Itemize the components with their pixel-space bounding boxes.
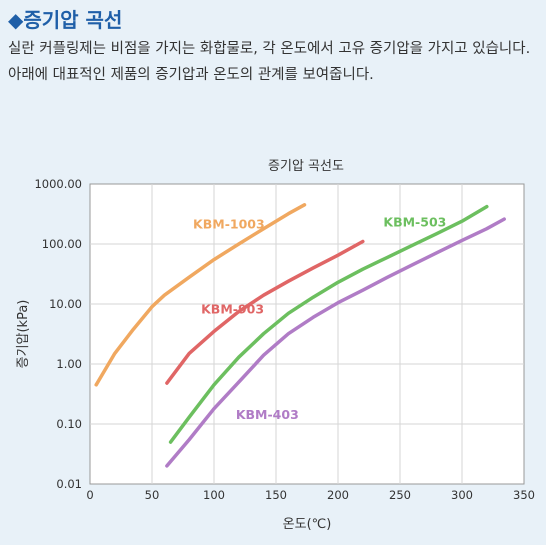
y-tick-label: 1000.00	[34, 177, 82, 191]
y-tick-label: 100.00	[42, 237, 82, 251]
series-label-kbm-503: KBM-503	[383, 215, 446, 230]
x-tick-label: 200	[327, 488, 349, 502]
x-tick-label: 0	[86, 488, 93, 502]
x-tick-label: 350	[513, 488, 535, 502]
series-label-kbm-903: KBM-903	[201, 301, 264, 316]
series-group	[94, 203, 506, 468]
x-tick-label: 250	[389, 488, 411, 502]
description: 실란 커플링제는 비점을 가지는 화합물로, 각 온도에서 고유 증기압을 가지…	[8, 36, 540, 88]
x-axis-label: 온도(℃)	[283, 517, 332, 532]
grid	[90, 184, 524, 484]
series-labels: KBM-1003 KBM-903 KBM-503 KBM-403	[193, 215, 446, 423]
y-tick-label: 10.00	[49, 297, 82, 311]
y-tick-label: 0.10	[56, 417, 82, 431]
y-axis: 0.01 0.10 1.00 10.00 100.00 1000.00	[34, 177, 82, 491]
x-tick-label: 100	[203, 488, 225, 502]
section-heading: ◆증기압 곡선	[8, 8, 123, 32]
plot-area	[89, 183, 525, 485]
series-label-kbm-403: KBM-403	[236, 407, 299, 422]
description-line-1: 실란 커플링제는 비점을 가지는 화합물로, 각 온도에서 고유 증기압을 가지…	[8, 41, 531, 57]
x-tick-label: 150	[265, 488, 287, 502]
series-line-kbm-903	[165, 239, 365, 385]
description-line-2: 아래에 대표적인 제품의 증기압과 온도의 관계를 보여줍니다.	[8, 67, 374, 83]
x-tick-label: 300	[451, 488, 473, 502]
series-line-kbm-1003	[94, 203, 307, 387]
x-tick-label: 50	[145, 488, 160, 502]
chart-title: 증기압 곡선도	[268, 159, 344, 174]
y-tick-label: 1.00	[56, 357, 82, 371]
series-line-kbm-403	[165, 217, 506, 468]
series-line-kbm-503	[168, 204, 489, 444]
y-axis-label: 증기압(kPa)	[16, 300, 31, 369]
series-label-kbm-1003: KBM-1003	[193, 217, 265, 232]
x-axis: 0 50 100 150 200 250 300 350	[86, 488, 535, 502]
y-tick-label: 0.01	[56, 477, 82, 491]
